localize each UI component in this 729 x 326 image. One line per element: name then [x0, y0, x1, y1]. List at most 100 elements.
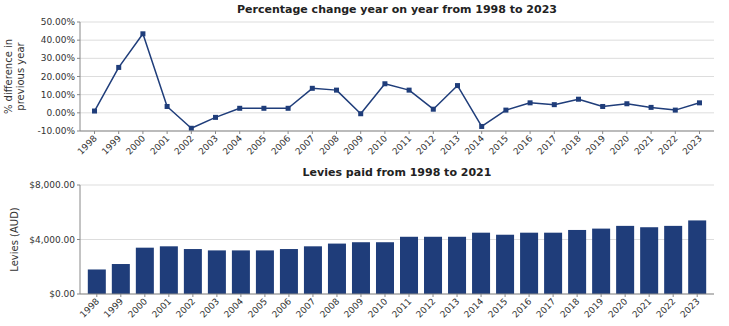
x-tick-label: 2002 [172, 133, 195, 156]
x-tick-label: 2007 [293, 133, 316, 156]
marker [576, 97, 581, 102]
bar [424, 237, 442, 294]
y-tick-label: 50.00% [41, 17, 76, 27]
y-tick-label: $4,000.00 [29, 235, 75, 245]
bar [664, 226, 682, 294]
bar [112, 264, 130, 294]
y-axis-label: Levies (AUD) [9, 207, 20, 272]
marker [237, 106, 242, 111]
bar [208, 250, 226, 294]
line [95, 34, 700, 128]
bar [376, 242, 394, 294]
y-tick-label: 20.00% [41, 72, 76, 82]
bar [568, 230, 586, 294]
x-tick-label: 2011 [390, 296, 413, 319]
marker [286, 106, 291, 111]
marker [600, 104, 605, 109]
x-tick-label: 2018 [558, 296, 581, 319]
x-tick-label: 2011 [390, 133, 413, 156]
marker [407, 88, 412, 93]
bar [592, 229, 610, 294]
marker [165, 104, 170, 109]
bar [688, 220, 706, 294]
x-axis-line [80, 294, 714, 295]
grid-line [80, 94, 714, 95]
bar [280, 249, 298, 294]
x-tick-label: 2021 [630, 296, 653, 319]
bar [88, 269, 106, 294]
grid-line [80, 40, 714, 41]
x-tick-label: 2006 [270, 296, 293, 319]
figure: Percentage change year on year from 1998… [0, 0, 729, 326]
marker [552, 102, 557, 107]
x-tick-label: 2001 [148, 133, 171, 156]
y-tick-label: $8,000.00 [29, 180, 75, 190]
bar [352, 242, 370, 294]
x-tick-label: 2022 [654, 296, 677, 319]
x-tick-label: 2007 [294, 296, 317, 319]
marker [528, 100, 533, 105]
x-tick-label: 2022 [656, 133, 679, 156]
marker [382, 81, 387, 86]
y-axis-label: previous year [15, 41, 26, 110]
bar [232, 250, 250, 294]
chart-title: Levies paid from 1998 to 2021 [303, 166, 492, 179]
x-tick-label: 2014 [463, 133, 486, 156]
bar [184, 249, 202, 294]
x-tick-label: 2010 [366, 296, 389, 319]
data-layer [88, 220, 706, 294]
marker [261, 106, 266, 111]
x-tick-label: 2020 [608, 133, 631, 156]
x-tick-label: 2019 [584, 133, 607, 156]
bar [448, 237, 466, 294]
x-tick-label: 2016 [511, 133, 534, 156]
grid-line [80, 58, 714, 59]
bar [472, 233, 490, 294]
grid-line [80, 185, 714, 186]
x-tick-label: 2018 [560, 133, 583, 156]
x-tick-label: 2008 [318, 133, 341, 156]
y-tick-label: $0.00 [49, 289, 75, 299]
bar [304, 246, 322, 294]
x-tick-label: 2006 [269, 133, 292, 156]
x-tick-label: 2000 [124, 133, 147, 156]
marker [479, 124, 484, 129]
x-tick-label: 2002 [174, 296, 197, 319]
bar [256, 250, 274, 294]
x-tick-label: 2009 [342, 133, 365, 156]
x-tick-label: 2019 [582, 296, 605, 319]
x-tick-label: 2017 [534, 296, 557, 319]
y-axis-line [80, 22, 81, 131]
x-tick-label: 2000 [126, 296, 149, 319]
x-tick-label: 2012 [414, 296, 437, 319]
chart-title: Percentage change year on year from 1998… [237, 3, 557, 16]
marker [334, 88, 339, 93]
marker [213, 115, 218, 120]
marker [503, 108, 508, 113]
x-tick-label: 2005 [245, 133, 268, 156]
x-tick-label: 2009 [342, 296, 365, 319]
x-tick-label: 2015 [486, 296, 509, 319]
marker [697, 100, 702, 105]
bar [328, 244, 346, 294]
y-tick-label: -10.00% [37, 126, 75, 136]
marker [431, 107, 436, 112]
bar [640, 227, 658, 294]
x-tick-label: 1998 [78, 296, 101, 319]
grid-line [80, 76, 714, 77]
x-tick-label: 2012 [414, 133, 437, 156]
x-tick-label: 2005 [246, 296, 269, 319]
grid-line [80, 22, 714, 23]
x-tick-label: 2021 [632, 133, 655, 156]
x-tick-label: 2013 [438, 296, 461, 319]
marker [649, 105, 654, 110]
y-axis-label: % difference in [3, 39, 14, 114]
x-tick-label: 2004 [222, 296, 245, 319]
x-tick-label: 2003 [198, 296, 221, 319]
marker [673, 108, 678, 113]
bar [136, 248, 154, 294]
x-tick-label: 2010 [366, 133, 389, 156]
grid-line [80, 131, 714, 132]
x-tick-label: 2023 [678, 296, 701, 319]
x-tick-label: 2014 [462, 296, 485, 319]
